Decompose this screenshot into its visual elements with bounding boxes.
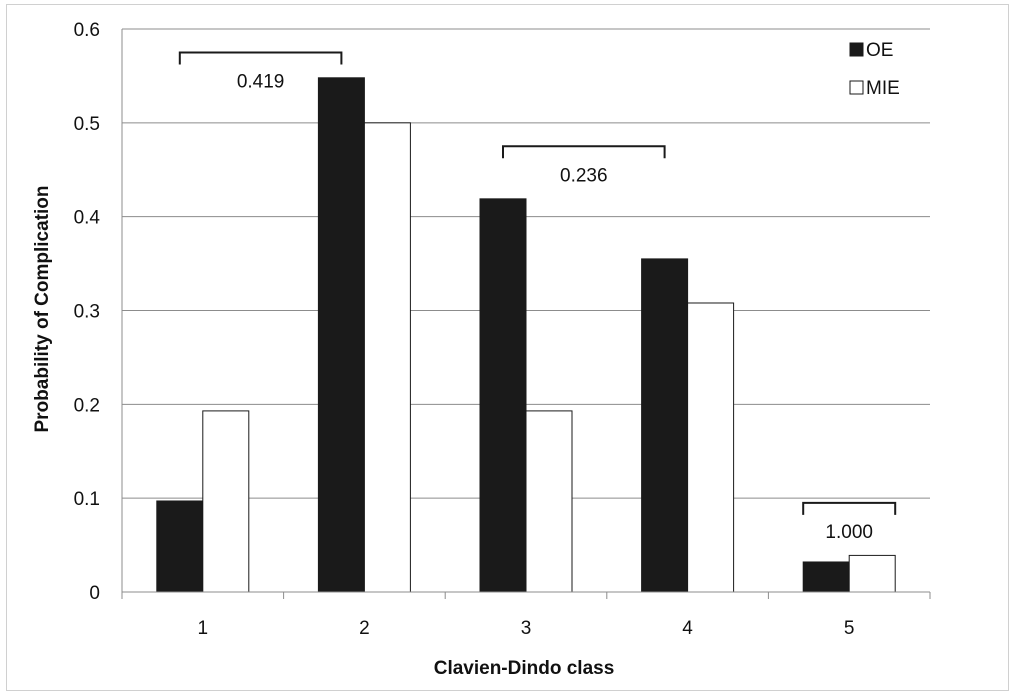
bar-oe-5 xyxy=(802,561,850,593)
bar-mie-2 xyxy=(363,122,411,593)
x-axis-label: Clavien-Dindo class xyxy=(434,658,615,679)
axes: 0 0.1 0.2 0.3 0.4 0.5 0.6 1 2 3 4 5 xyxy=(74,20,931,639)
x-tick-label-5: 5 xyxy=(844,618,855,639)
y-tick-label-3: 0.3 xyxy=(74,302,100,323)
y-tick-label-4: 0.4 xyxy=(74,208,101,229)
x-tick-label-4: 4 xyxy=(682,618,693,639)
bracket-1 xyxy=(502,145,666,159)
bar-oe-3 xyxy=(479,198,527,593)
y-tick-label-5: 0.5 xyxy=(74,114,100,135)
x-tick-label-3: 3 xyxy=(521,618,532,639)
y-tick-label-0: 0 xyxy=(89,583,100,604)
bar-oe-2 xyxy=(317,77,365,593)
legend: OE MIE xyxy=(849,40,900,99)
y-axis-label: Probability of Complication xyxy=(32,185,53,432)
bar-mie-5 xyxy=(848,554,896,593)
x-tick-label-1: 1 xyxy=(198,618,209,639)
bracket-2 xyxy=(802,501,897,515)
y-tick-label-2: 0.2 xyxy=(74,395,100,416)
p-value-label-2: 1.000 xyxy=(825,522,873,543)
y-tick-label-1: 0.1 xyxy=(74,489,100,510)
x-tick-label-2: 2 xyxy=(359,618,370,639)
legend-label-mie: MIE xyxy=(866,78,900,99)
legend-swatch-mie xyxy=(849,80,864,95)
legend-label-oe: OE xyxy=(866,40,893,61)
y-tick-label-6: 0.6 xyxy=(74,20,100,41)
legend-swatch-oe xyxy=(849,42,864,57)
bar-oe-1 xyxy=(156,500,204,593)
bracket-0 xyxy=(178,51,343,65)
p-value-label-0: 0.419 xyxy=(237,71,285,92)
bar-mie-3 xyxy=(525,410,573,593)
bar-oe-4 xyxy=(641,258,689,593)
annotations: 0.419 0.236 1.000 xyxy=(178,51,897,543)
p-value-label-1: 0.236 xyxy=(560,165,608,186)
bar-mie-1 xyxy=(202,410,250,593)
bar-mie-4 xyxy=(687,302,735,593)
chart-frame xyxy=(6,4,1009,691)
gridlines xyxy=(122,28,930,499)
bars xyxy=(156,77,896,593)
